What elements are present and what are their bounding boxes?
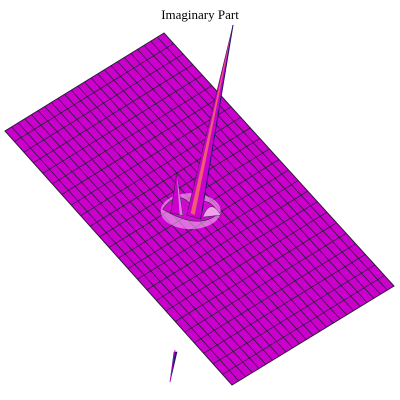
mesh-line: [222, 275, 385, 375]
main-peak-edge: [200, 24, 234, 220]
mesh-line: [11, 126, 240, 382]
mesh-line: [193, 243, 356, 344]
mesh-line: [203, 254, 366, 354]
surface-features: [160, 24, 234, 383]
mesh-line: [17, 122, 246, 378]
mesh-line: [212, 264, 376, 365]
ripple-bump: [202, 206, 222, 218]
mesh-line: [24, 118, 253, 373]
chart-title: Imaginary Part: [161, 7, 239, 22]
main-trough-edge: [169, 349, 176, 383]
main-peak-highlight: [190, 25, 233, 216]
